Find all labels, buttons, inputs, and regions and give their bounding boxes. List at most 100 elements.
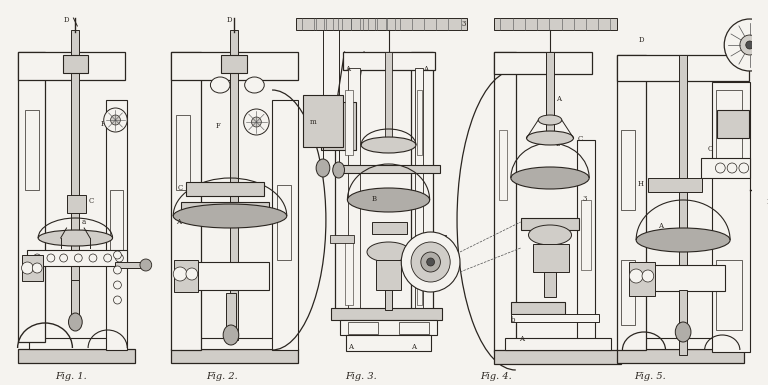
Ellipse shape: [223, 325, 239, 345]
Bar: [376, 260, 401, 290]
Ellipse shape: [636, 228, 730, 252]
Ellipse shape: [32, 263, 42, 273]
Bar: [717, 260, 742, 330]
Ellipse shape: [401, 232, 460, 292]
Ellipse shape: [114, 251, 121, 259]
Text: m: m: [325, 118, 331, 126]
Bar: [679, 55, 687, 355]
Bar: [617, 349, 743, 363]
Bar: [331, 308, 442, 320]
Ellipse shape: [74, 254, 82, 262]
Text: b: b: [511, 316, 515, 324]
Bar: [511, 302, 564, 314]
Text: 4: 4: [540, 254, 545, 262]
Ellipse shape: [361, 137, 416, 153]
Bar: [71, 30, 79, 325]
Text: D: D: [227, 16, 233, 24]
Bar: [415, 68, 423, 310]
Bar: [29, 338, 124, 349]
Text: A: A: [346, 65, 350, 73]
Ellipse shape: [528, 225, 571, 245]
Bar: [115, 262, 143, 268]
Bar: [495, 52, 592, 74]
Ellipse shape: [104, 254, 111, 262]
Text: A: A: [349, 343, 353, 351]
Bar: [617, 55, 646, 350]
Ellipse shape: [739, 163, 749, 173]
Text: B: B: [372, 195, 377, 203]
Bar: [181, 202, 269, 212]
Ellipse shape: [740, 35, 760, 55]
Text: 3: 3: [582, 195, 587, 203]
Text: F: F: [766, 198, 768, 206]
Text: A: A: [176, 218, 181, 226]
Bar: [346, 90, 353, 155]
Text: E: E: [65, 56, 70, 64]
Bar: [679, 290, 687, 330]
Ellipse shape: [316, 159, 329, 177]
Text: A: A: [518, 335, 524, 343]
Bar: [226, 293, 236, 333]
Bar: [648, 178, 702, 192]
Bar: [67, 195, 86, 213]
Bar: [106, 100, 127, 350]
Text: A: A: [657, 222, 663, 230]
Bar: [71, 280, 79, 320]
Ellipse shape: [114, 266, 121, 274]
Text: D: D: [639, 36, 644, 44]
Text: Z: Z: [382, 224, 386, 232]
Text: Fig. 1.: Fig. 1.: [55, 372, 88, 380]
Bar: [230, 30, 238, 340]
Ellipse shape: [333, 162, 345, 178]
Ellipse shape: [766, 183, 768, 197]
Bar: [545, 272, 556, 297]
Text: J: J: [552, 52, 554, 60]
Bar: [329, 235, 354, 243]
Ellipse shape: [427, 258, 435, 266]
Text: A: A: [556, 95, 561, 103]
Bar: [399, 322, 429, 334]
Text: C: C: [178, 184, 184, 192]
Ellipse shape: [629, 269, 643, 283]
Bar: [221, 55, 247, 73]
Bar: [495, 52, 516, 352]
Bar: [629, 262, 655, 296]
Ellipse shape: [33, 254, 41, 262]
Bar: [110, 190, 124, 260]
Bar: [425, 235, 446, 243]
Ellipse shape: [186, 268, 197, 280]
Ellipse shape: [104, 108, 127, 132]
Text: a: a: [81, 218, 85, 226]
Bar: [417, 240, 422, 305]
Ellipse shape: [89, 254, 97, 262]
Ellipse shape: [511, 167, 589, 189]
Ellipse shape: [47, 254, 55, 262]
Bar: [521, 218, 579, 230]
Bar: [28, 250, 127, 266]
Text: F: F: [101, 120, 105, 128]
Ellipse shape: [527, 131, 574, 145]
Text: E: E: [223, 56, 228, 64]
Text: C: C: [578, 135, 583, 143]
Bar: [171, 52, 299, 80]
Text: 2: 2: [556, 140, 561, 148]
Bar: [495, 18, 617, 30]
Ellipse shape: [411, 242, 450, 282]
Bar: [63, 55, 88, 73]
Bar: [499, 130, 507, 200]
Ellipse shape: [243, 109, 269, 135]
Bar: [18, 52, 45, 342]
Bar: [339, 320, 438, 335]
Text: Fig. 5.: Fig. 5.: [634, 372, 666, 380]
Text: A: A: [411, 343, 416, 351]
Bar: [534, 244, 568, 272]
Text: Fig. 4.: Fig. 4.: [480, 372, 512, 380]
Text: I: I: [552, 65, 554, 73]
Text: D: D: [521, 220, 527, 228]
Bar: [18, 349, 135, 363]
Ellipse shape: [675, 322, 691, 342]
Bar: [617, 55, 749, 81]
Bar: [333, 165, 440, 173]
Bar: [349, 68, 360, 310]
Bar: [22, 255, 43, 281]
